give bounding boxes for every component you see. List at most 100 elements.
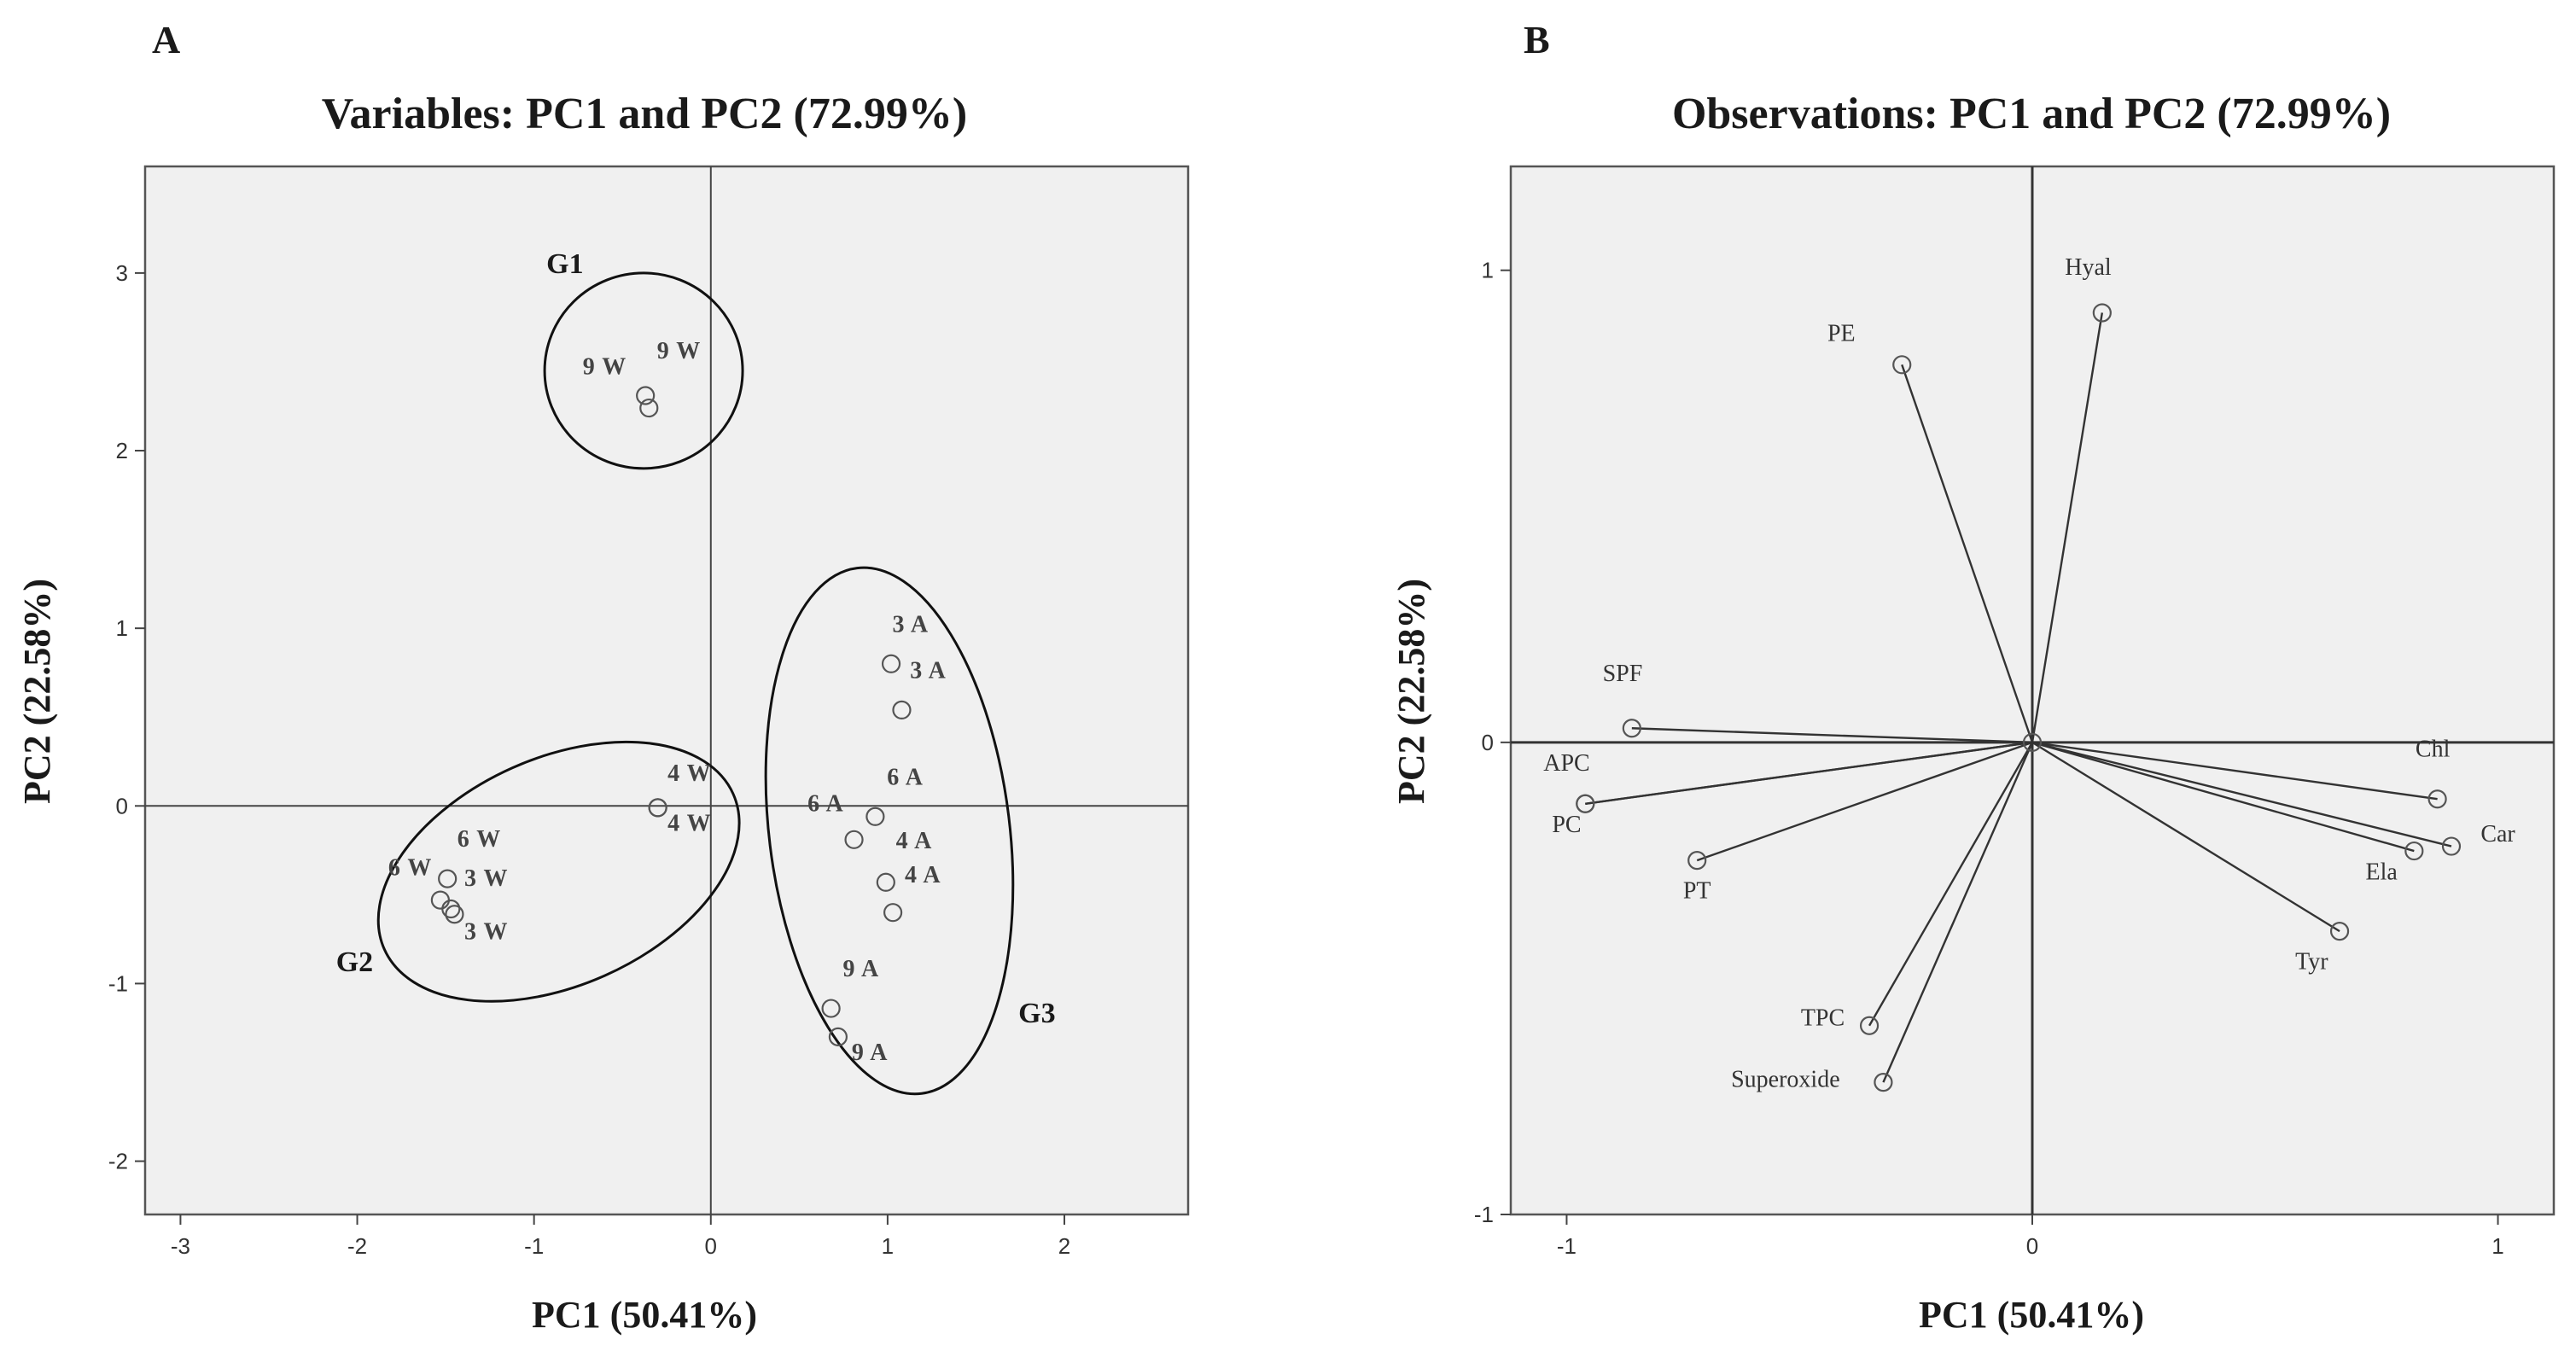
panel-a-y-tick-label: 3 bbox=[116, 260, 128, 286]
panel-b-x-tick-label: 0 bbox=[2026, 1233, 2038, 1259]
panel-a-y-tick-label: 2 bbox=[116, 438, 128, 463]
panel-letter-b: B bbox=[1524, 18, 1550, 61]
vector-label-chl: Chl bbox=[2416, 736, 2451, 762]
vector-endpoint-pe bbox=[1892, 355, 1912, 375]
data-point-6w bbox=[438, 869, 458, 888]
vector-label-pc: PC bbox=[1552, 812, 1581, 838]
panel-b-x-axis-label: PC1 (50.41%) bbox=[1919, 1294, 2144, 1336]
data-point-4a bbox=[876, 872, 895, 892]
point-label-4a: 4 A bbox=[905, 862, 941, 888]
group-label-g1: G1 bbox=[546, 248, 583, 280]
group-ellipse-g1 bbox=[543, 271, 744, 470]
data-point-4a bbox=[883, 903, 903, 923]
point-label-4w: 4 W bbox=[667, 760, 712, 787]
point-label-9a: 9 A bbox=[842, 956, 879, 982]
vector-endpoint-tyr bbox=[2329, 922, 2350, 941]
group-label-g3: G3 bbox=[1018, 998, 1055, 1029]
vector-line-pt bbox=[1696, 741, 2033, 862]
vector-endpoint-chl bbox=[2427, 789, 2447, 809]
panel-a-x-tick-label: 1 bbox=[882, 1233, 894, 1259]
vector-line-hyal bbox=[2031, 312, 2104, 743]
vector-label-ela: Ela bbox=[2365, 859, 2398, 885]
vector-label-pe: PE bbox=[1827, 321, 1856, 347]
panel-b-y-tick-label: -1 bbox=[1474, 1202, 1494, 1227]
vector-endpoint-tpc bbox=[1859, 1016, 1880, 1035]
vector-line-pc bbox=[1585, 741, 2033, 805]
point-label-3w: 3 W bbox=[464, 918, 509, 945]
data-point-9w bbox=[636, 386, 656, 405]
vector-label-tyr: Tyr bbox=[2295, 948, 2328, 975]
data-point-4w bbox=[648, 798, 667, 818]
group-label-g2: G2 bbox=[336, 946, 373, 978]
data-point-9w bbox=[639, 398, 659, 418]
vector-line-ela bbox=[2031, 741, 2415, 853]
vector-endpoint-pc bbox=[1576, 794, 1595, 813]
data-point-9a bbox=[828, 1027, 848, 1046]
panel-a-axes: -3 -2 -1 0 1 2 -2 -1 0 1 2 3 bbox=[108, 166, 1188, 1259]
vector-label-car: Car bbox=[2480, 821, 2515, 847]
group-ellipse-g3 bbox=[764, 566, 1015, 1096]
vector-line-tyr bbox=[2031, 741, 2340, 933]
panel-a-x-tick-label: 2 bbox=[1058, 1233, 1070, 1259]
vector-line-chl bbox=[2031, 741, 2438, 801]
data-point-9a bbox=[821, 999, 841, 1018]
panel-b-vectors: Hyal PE SPF APC PC PT TPC Superoxide Chl Car Ela Ty… bbox=[1543, 254, 2515, 1092]
group-ellipse-g2 bbox=[376, 740, 741, 1003]
vector-endpoint-pt bbox=[1687, 851, 1707, 871]
panel-a-y-tick-label: -1 bbox=[108, 970, 128, 996]
vector-endpoint-superoxide bbox=[1874, 1073, 1893, 1092]
vector-endpoint-ela bbox=[2404, 841, 2424, 861]
panel-b-title: Observations: PC1 and PC2 (72.99%) bbox=[1672, 90, 2391, 138]
panel-a-title: Variables: PC1 and PC2 (72.99%) bbox=[322, 90, 967, 138]
panel-a-y-axis-label: PC2 (22.58%) bbox=[16, 579, 58, 804]
panel-b-axes: -1 0 1 -1 0 1 bbox=[1474, 166, 2554, 1259]
vector-endpoint-hyal bbox=[2092, 303, 2112, 323]
point-label-4a: 4 A bbox=[896, 828, 933, 854]
vector-label-apc: APC bbox=[1543, 750, 1589, 777]
point-label-9w: 9 W bbox=[583, 354, 627, 381]
vector-label-tpc: TPC bbox=[1801, 1005, 1845, 1032]
panel-a-point-labels: 9 W 9 W 4 W 4 W 6 W 6 W 3 W 3 W 3 A 3 A 6 A 6 A 4 A 4… bbox=[388, 338, 947, 1066]
vector-line-tpc bbox=[1868, 742, 2034, 1027]
data-point-6a bbox=[865, 807, 885, 826]
panel-a-plot-area bbox=[143, 165, 1190, 1216]
data-point-3a bbox=[892, 700, 912, 719]
point-label-3a: 3 A bbox=[910, 657, 947, 684]
point-label-6w: 6 W bbox=[458, 826, 502, 853]
data-point-3a bbox=[881, 654, 901, 673]
panel-a-points bbox=[430, 386, 912, 1046]
vector-endpoint-spf bbox=[1622, 719, 1641, 738]
vector-label-superoxide: Superoxide bbox=[1731, 1067, 1840, 1093]
vector-label-spf: SPF bbox=[1603, 661, 1643, 687]
point-label-6a: 6 A bbox=[807, 791, 844, 818]
vector-line-pe bbox=[1901, 364, 2034, 743]
panel-b-x-tick-label: -1 bbox=[1557, 1233, 1576, 1259]
vector-endpoint-car bbox=[2441, 836, 2462, 856]
panel-a-y-tick-label: -2 bbox=[108, 1149, 128, 1174]
panel-a-x-tick-label: -2 bbox=[347, 1233, 367, 1259]
data-point-6a bbox=[844, 830, 864, 849]
point-label-9w: 9 W bbox=[657, 338, 702, 364]
panel-b-x-tick-label: 1 bbox=[2491, 1233, 2503, 1259]
vector-line-superoxide bbox=[1882, 742, 2034, 1083]
panel-a-x-tick-label: -3 bbox=[171, 1233, 190, 1259]
panel-b-y-axis-label: PC2 (22.58%) bbox=[1390, 579, 1432, 804]
point-label-6w: 6 W bbox=[388, 854, 433, 881]
panel-a-y-tick-label: 1 bbox=[116, 615, 128, 641]
data-point-3w bbox=[445, 905, 464, 924]
point-label-3w: 3 W bbox=[464, 865, 509, 892]
panel-a-x-tick-label: 0 bbox=[705, 1233, 717, 1259]
point-label-4w: 4 W bbox=[667, 810, 712, 836]
vector-line-spf bbox=[1631, 727, 2033, 744]
vector-label-pt: PT bbox=[1683, 877, 1711, 904]
vector-label-hyal: Hyal bbox=[2065, 254, 2112, 281]
panel-a-y-tick-label: 0 bbox=[116, 793, 128, 818]
point-label-9a: 9 A bbox=[852, 1040, 889, 1066]
panel-a-x-axis-label: PC1 (50.41%) bbox=[532, 1294, 757, 1336]
panel-a-x-tick-label: -1 bbox=[524, 1233, 544, 1259]
vector-line-car bbox=[2031, 741, 2452, 847]
panel-a-group-ellipses: G1 G2 G3 bbox=[336, 248, 1056, 1096]
panel-letter-a: A bbox=[152, 18, 180, 61]
panel-b-y-tick-label: 0 bbox=[1482, 730, 1494, 755]
